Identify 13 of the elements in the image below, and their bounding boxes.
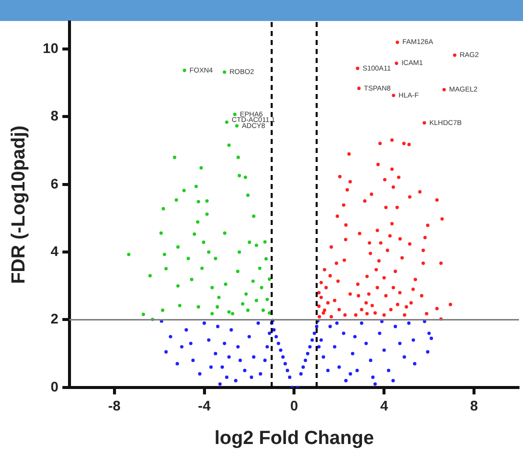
y-axis-title: FDR (-Log10padj) bbox=[8, 126, 30, 284]
y-tick-label: 10 bbox=[42, 40, 59, 56]
y-tick-label: 4 bbox=[50, 242, 59, 259]
x-tick-label: 8 bbox=[470, 398, 478, 414]
y-tick-label: 2 bbox=[50, 310, 59, 327]
y-tick-label: 6 bbox=[50, 175, 59, 192]
x-tick-label: -4 bbox=[198, 398, 211, 414]
x-axis-title: log2 Fold Change bbox=[214, 428, 374, 449]
x-tick-label: -8 bbox=[108, 398, 121, 414]
x-tick-label: 0 bbox=[290, 398, 298, 414]
y-tick-label: 8 bbox=[50, 108, 59, 124]
y-tick-label: 0 bbox=[50, 378, 59, 394]
x-tick-label: 4 bbox=[380, 398, 388, 414]
